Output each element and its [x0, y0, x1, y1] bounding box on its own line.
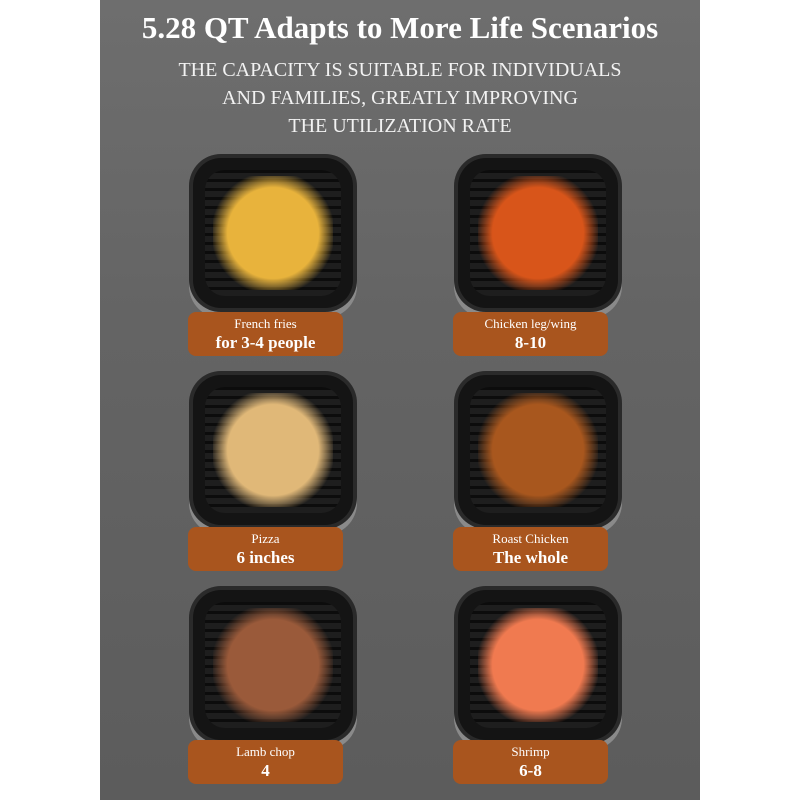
food-image — [213, 176, 333, 290]
air-fryer-basket — [193, 375, 353, 525]
food-amount: 8-10 — [514, 333, 547, 352]
food-label: Roast Chicken The whole — [453, 527, 608, 571]
food-image — [213, 608, 333, 722]
food-image — [478, 393, 598, 507]
food-image — [478, 176, 598, 290]
food-name: Shrimp — [511, 744, 550, 759]
air-fryer-basket — [193, 590, 353, 740]
subtitle-line: AND FAMILIES, GREATLY IMPROVING — [222, 87, 578, 109]
food-name: Pizza — [251, 531, 280, 546]
product-panel: 5.28 QT Adapts to More Life Scenarios TH… — [100, 0, 700, 800]
page-title: 5.28 QT Adapts to More Life Scenarios — [141, 10, 659, 45]
air-fryer-basket — [193, 158, 353, 308]
food-amount: 6-8 — [519, 761, 542, 780]
air-fryer-basket — [458, 590, 618, 740]
food-amount: 6 inches — [236, 548, 295, 567]
food-label: French fries for 3-4 people — [188, 312, 343, 356]
food-label: Chicken leg/wing 8-10 — [453, 312, 608, 356]
food-amount: for 3-4 people — [215, 333, 316, 352]
food-label: Lamb chop 4 — [188, 740, 343, 784]
food-label: Pizza 6 inches — [188, 527, 343, 571]
food-amount: The whole — [492, 548, 569, 567]
food-name: Chicken leg/wing — [484, 316, 577, 331]
air-fryer-basket — [458, 375, 618, 525]
food-name: Lamb chop — [236, 744, 295, 759]
food-image — [213, 393, 333, 507]
food-label: Shrimp 6-8 — [453, 740, 608, 784]
air-fryer-basket — [458, 158, 618, 308]
subtitle: THE CAPACITY IS SUITABLE FOR INDIVIDUALS… — [100, 56, 700, 140]
subtitle-line: THE UTILIZATION RATE — [288, 115, 512, 137]
food-name: Roast Chicken — [492, 531, 569, 546]
subtitle-line: THE CAPACITY IS SUITABLE FOR INDIVIDUALS — [178, 59, 622, 81]
food-image — [478, 608, 598, 722]
food-amount: 4 — [261, 761, 270, 780]
food-name: French fries — [234, 316, 297, 331]
